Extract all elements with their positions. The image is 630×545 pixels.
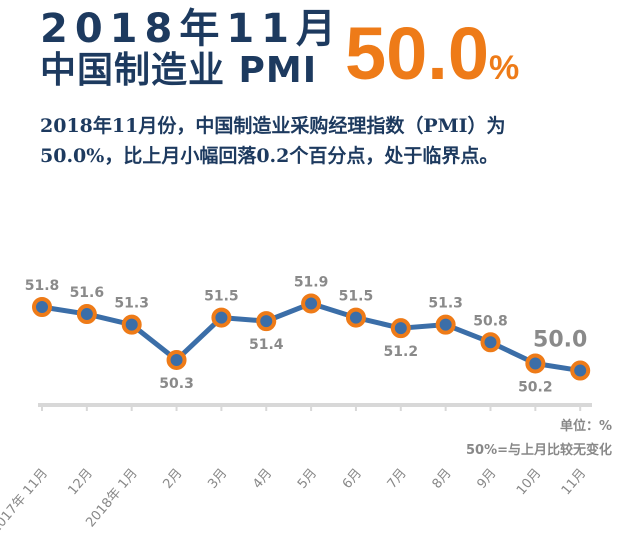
data-point — [345, 307, 366, 328]
data-label: 51.5 — [204, 289, 239, 305]
data-point — [76, 304, 97, 325]
data-point — [435, 314, 456, 335]
x-tick-label: 12月 — [65, 466, 95, 498]
data-point — [525, 353, 546, 374]
x-tick-label: 11月 — [559, 466, 589, 498]
data-point — [301, 293, 322, 314]
data-point — [166, 349, 187, 370]
data-point — [211, 307, 232, 328]
description: 2018年11月份，中国制造业采购经理指数（PMI）为50.0%，比上月小幅回落… — [40, 115, 506, 167]
x-tick-label: 9月 — [474, 466, 499, 492]
x-tick-label: 2月 — [160, 466, 185, 492]
x-tick-label: 3月 — [205, 466, 230, 492]
data-label: 50.2 — [518, 379, 553, 395]
data-point — [32, 297, 52, 317]
headline-value: 50.0% — [345, 14, 519, 108]
x-tick-label: 6月 — [340, 466, 365, 492]
data-point — [570, 360, 591, 381]
data-label: 51.5 — [339, 289, 374, 305]
data-point — [390, 318, 411, 339]
headline-unit: % — [489, 49, 520, 87]
data-label: 50.8 — [473, 313, 508, 329]
x-tick-label: 7月 — [385, 466, 410, 492]
data-label: 51.9 — [294, 274, 329, 290]
baseline-note: 50%=与上月比较无变化 — [465, 443, 612, 458]
data-label: 51.3 — [114, 296, 149, 312]
x-tick-label: 5月 — [295, 466, 320, 492]
chart-notes: 单位：% 50%=与上月比较无变化 — [466, 415, 612, 463]
title-pmi: 中国制造业 PMI — [40, 50, 318, 91]
data-label: 50.0 — [533, 328, 587, 353]
data-label: 51.8 — [25, 278, 60, 294]
data-point — [121, 314, 142, 335]
data-label: 51.2 — [384, 344, 419, 360]
data-label: 51.6 — [70, 285, 105, 301]
data-point — [480, 332, 501, 353]
unit-note: 单位：% — [559, 419, 612, 434]
x-tick-label: 8月 — [430, 466, 455, 492]
title-date: 2018年11月 — [40, 6, 343, 52]
data-label: 51.4 — [249, 337, 284, 353]
data-label: 51.3 — [428, 296, 463, 312]
data-point — [256, 311, 277, 332]
data-label: 50.3 — [159, 376, 194, 392]
x-tick-label: 2017年 11月 — [0, 466, 51, 537]
x-tick-label: 4月 — [250, 466, 275, 492]
x-tick-label: 10月 — [514, 466, 544, 498]
headline-number: 50.0 — [345, 12, 490, 95]
